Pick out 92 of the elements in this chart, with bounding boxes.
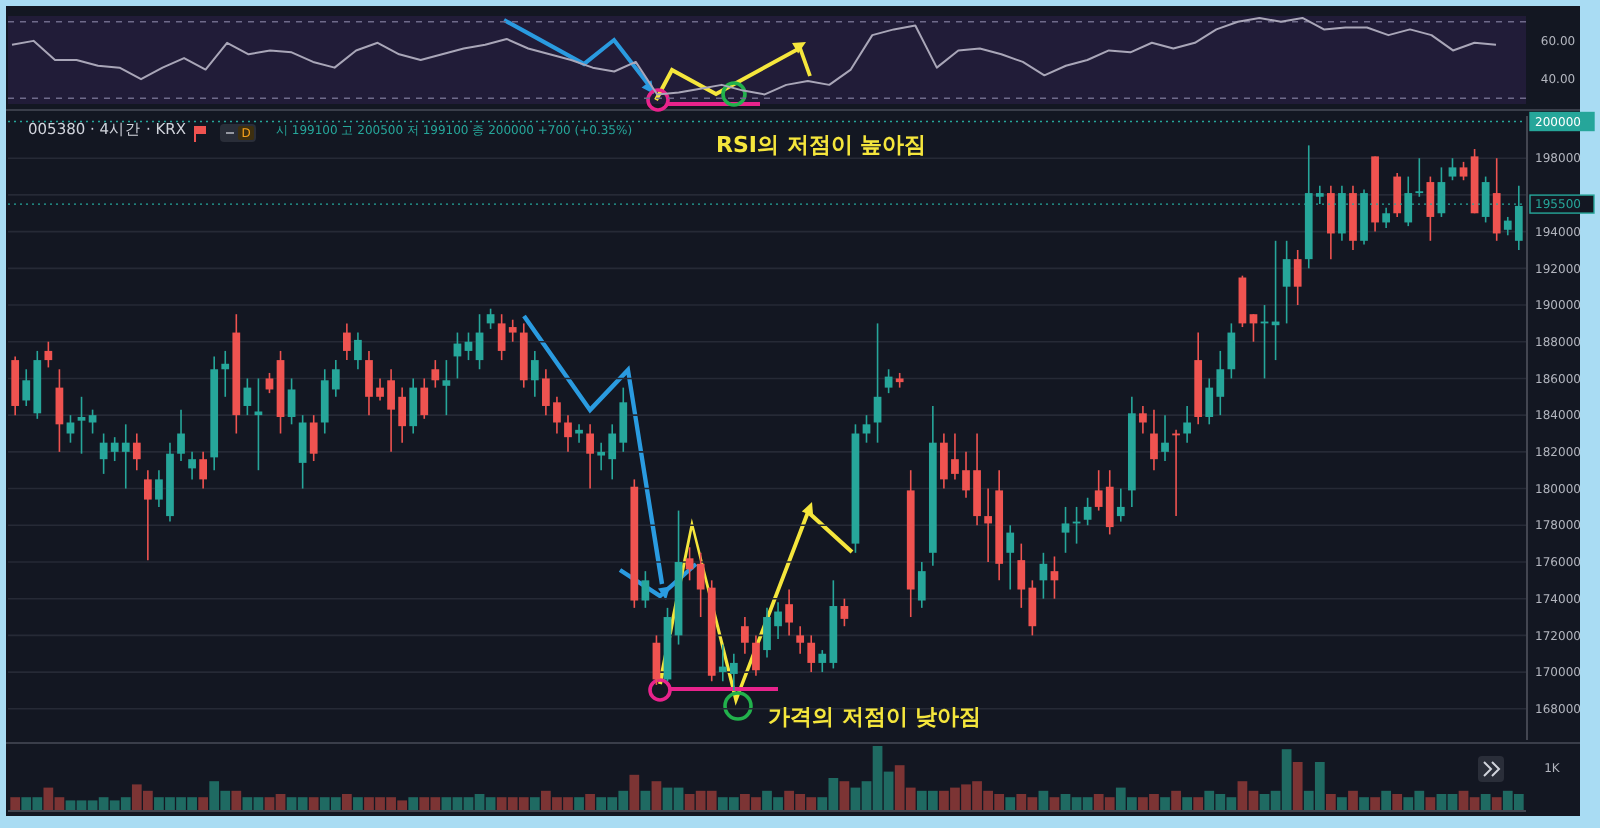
candlestick: [287, 377, 296, 426]
candlestick: [519, 322, 528, 389]
bar: [1171, 790, 1181, 810]
bar: [1325, 794, 1336, 810]
bar: [1193, 797, 1204, 810]
bar: [198, 797, 209, 810]
candlestick: [796, 625, 805, 655]
candlestick: [143, 469, 152, 561]
candlestick: [1116, 487, 1125, 523]
candlestick: [409, 377, 418, 435]
candlestick: [298, 414, 307, 490]
bar: [839, 781, 850, 810]
bar: [1160, 797, 1170, 810]
candlestick: [77, 396, 86, 455]
bar: [353, 797, 363, 810]
bar: [1049, 797, 1060, 810]
candlestick: [1459, 161, 1468, 182]
bar: [1491, 797, 1502, 810]
candlestick: [177, 408, 185, 462]
annotation: 가격의 저점이 낮아짐: [768, 704, 982, 730]
candlestick: [884, 368, 893, 394]
candlestick: [431, 359, 440, 389]
candlestick: [243, 377, 252, 416]
candlestick: [420, 377, 429, 420]
bar: [1392, 794, 1403, 810]
candlestick: [1382, 206, 1391, 229]
candlestick: [840, 597, 849, 628]
candlestick: [132, 432, 141, 472]
candlestick: [221, 350, 230, 398]
candlestick: [44, 340, 53, 369]
candlestick: [442, 359, 451, 416]
candlestick: [265, 372, 274, 394]
bar: [1292, 762, 1303, 810]
candlestick: [685, 546, 694, 582]
candlestick: [188, 451, 196, 481]
candlestick: [917, 561, 926, 609]
candlestick: [343, 322, 351, 361]
bar: [308, 797, 319, 810]
bar: [629, 774, 640, 810]
bar: [1359, 797, 1369, 810]
candlestick: [641, 570, 650, 609]
candlestick: [1227, 322, 1236, 380]
bar: [1182, 797, 1192, 810]
candlestick: [1293, 249, 1302, 306]
candlestick: [1006, 524, 1015, 591]
candlestick: [1349, 184, 1357, 251]
bar: [651, 781, 662, 810]
annotation: RSI의 저점이 높아짐: [716, 132, 927, 158]
bar: [1038, 790, 1049, 810]
bar: [1425, 797, 1436, 810]
candlestick: [1183, 405, 1191, 444]
candlestick: [1492, 157, 1501, 242]
candlestick: [1415, 157, 1424, 198]
candlestick: [741, 616, 749, 655]
bar: [1370, 797, 1380, 810]
candlestick: [354, 331, 362, 371]
bar: [10, 797, 21, 810]
candlestick: [1426, 175, 1435, 242]
candlestick: [564, 414, 572, 453]
candlestick: [1139, 405, 1147, 435]
candlestick: [1061, 506, 1070, 554]
bar: [342, 794, 352, 810]
candlestick: [254, 377, 263, 472]
candlestick: [1448, 157, 1457, 182]
candlestick: [586, 423, 594, 490]
bar: [640, 790, 651, 810]
candlestick: [199, 451, 208, 490]
bar: [1005, 797, 1016, 810]
candlestick: [1150, 408, 1158, 472]
candlestick: [1393, 172, 1402, 218]
bar: [585, 794, 595, 810]
candlestick: [11, 355, 20, 416]
candlestick: [309, 414, 318, 462]
candlestick: [1083, 496, 1092, 527]
bar: [1348, 790, 1358, 810]
candlestick: [1326, 184, 1335, 260]
bar: [1337, 797, 1347, 810]
bar: [574, 797, 584, 810]
bar: [408, 797, 419, 810]
candlestick: [530, 350, 539, 398]
candlestick: [862, 414, 871, 444]
bar: [231, 790, 242, 810]
bar: [1480, 794, 1491, 810]
bar: [1381, 790, 1392, 810]
candlestick: [785, 588, 793, 637]
candlestick: [752, 634, 760, 677]
candlestick: [66, 414, 75, 444]
candlestick: [575, 423, 583, 444]
candlestick: [807, 634, 816, 673]
bar: [529, 797, 540, 810]
candlestick: [1161, 414, 1169, 462]
candlestick: [1282, 240, 1291, 325]
